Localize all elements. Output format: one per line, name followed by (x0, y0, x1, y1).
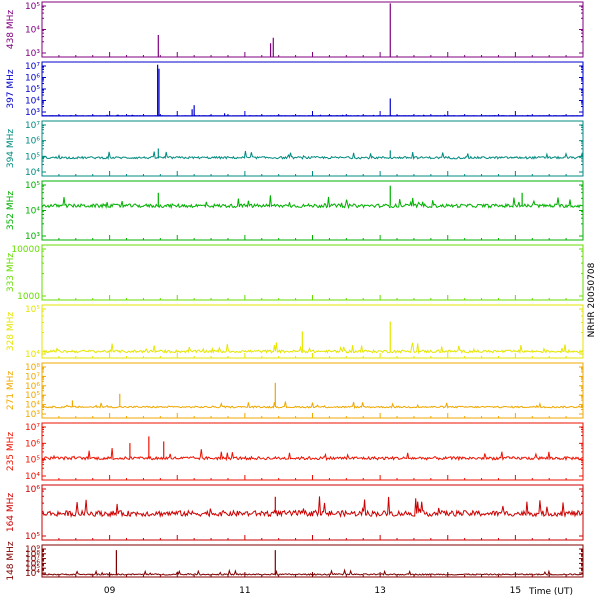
series-line (41, 150, 584, 161)
series-line (41, 114, 584, 117)
series-line (41, 401, 584, 409)
band-label: 328 MHz (6, 312, 16, 352)
y-tick-label: 10⁹ (25, 545, 40, 555)
series-line (41, 496, 584, 519)
panel-frame (41, 362, 584, 419)
chart-title: NRHR 20050708 (587, 262, 597, 337)
band-label: 394 MHz (6, 129, 16, 169)
y-tick-label: 10⁴ (25, 97, 40, 107)
panel-frame (41, 244, 584, 301)
y-tick-label: 10⁷ (25, 372, 40, 382)
y-tick-label: 10³ (25, 232, 40, 242)
x-axis-label: Time (UT) (528, 587, 573, 597)
series-line (41, 447, 583, 462)
band-label: 164 MHz (6, 493, 16, 533)
panel-frame (41, 422, 584, 481)
y-tick-label: 10⁴ (25, 472, 40, 482)
y-tick-label: 10⁵ (25, 2, 40, 12)
y-tick-label: 10⁵ (25, 564, 40, 574)
y-tick-label: 10³ (25, 410, 40, 420)
y-tick-label: 10³ (25, 49, 40, 59)
y-tick-label: 10⁴ (25, 350, 40, 360)
x-tick-label: 09 (104, 586, 116, 596)
y-tick-label: 10⁴ (25, 401, 40, 411)
panel-frame (41, 1, 584, 58)
y-tick-label: 10⁴ (25, 168, 40, 178)
panel-frame (41, 120, 584, 177)
y-tick-label: 10⁵ (25, 152, 40, 162)
x-tick-label: 11 (239, 586, 250, 596)
band-label: 148 MHz (6, 541, 16, 581)
band-label: 333 MHz (6, 253, 16, 293)
y-tick-label: 10⁷ (25, 555, 40, 565)
y-tick-label: 10⁵ (25, 456, 40, 466)
y-tick-label: 10³ (25, 108, 40, 118)
y-tick-label: 10⁶ (25, 439, 40, 449)
band-label: 235 MHz (6, 432, 16, 472)
y-tick-label: 10⁵ (25, 181, 40, 191)
y-tick-label: 10⁵ (25, 85, 40, 95)
y-tick-label: 10⁷ (25, 62, 40, 72)
y-tick-label: 10⁴ (25, 207, 40, 217)
y-tick-label: 10000 (11, 245, 40, 255)
series-line (41, 342, 584, 355)
y-tick-label: 10⁶ (25, 137, 40, 147)
series-line (41, 195, 583, 210)
y-tick-label: 10⁷ (25, 423, 40, 433)
y-tick-label: 10⁸ (25, 550, 40, 560)
y-tick-label: 10⁶ (25, 559, 40, 569)
y-tick-label: 10⁶ (25, 382, 40, 392)
band-label: 397 MHz (6, 69, 16, 109)
x-tick-label: 15 (510, 586, 521, 596)
y-tick-label: 10⁵ (25, 391, 40, 401)
y-tick-label: 10⁶ (25, 74, 40, 84)
x-tick-label: 13 (374, 586, 385, 596)
series-line (41, 568, 584, 577)
y-tick-label: 10⁴ (25, 569, 40, 579)
y-tick-label: 10⁴ (25, 26, 40, 36)
band-label: 352 MHz (6, 191, 16, 231)
band-label: 271 MHz (6, 371, 16, 411)
y-tick-label: 10⁶ (25, 485, 40, 495)
panel-frame (41, 61, 584, 117)
y-tick-label: 10⁸ (25, 363, 40, 373)
y-tick-label: 10⁵ (25, 532, 40, 542)
y-tick-label: 10⁷ (25, 121, 40, 131)
y-tick-label: 1000 (17, 292, 40, 302)
band-label: 438 MHz (6, 10, 16, 50)
y-tick-label: 10⁵ (25, 305, 40, 315)
panel-frame (41, 180, 584, 241)
